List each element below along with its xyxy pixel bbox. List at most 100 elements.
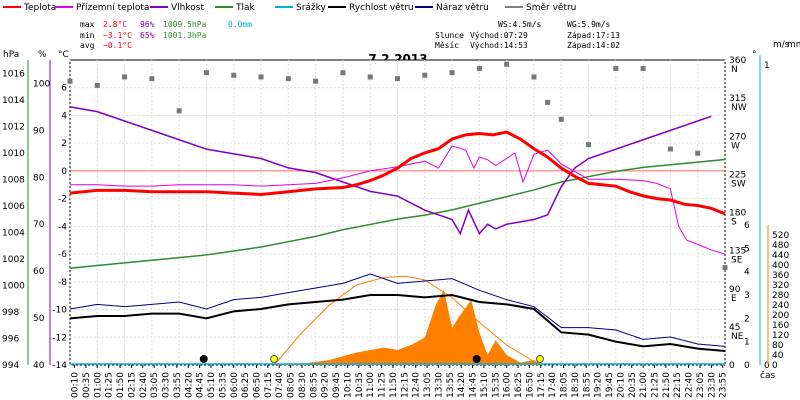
radiation-tick-label: 40	[772, 351, 784, 361]
axis-header-time: čas	[760, 370, 775, 381]
wind-dir-tick-label: 270	[729, 132, 746, 142]
stat-max-press: 1009.5hPa	[163, 20, 207, 29]
series-radiation	[274, 290, 543, 365]
radiation-tick-label: 0	[772, 361, 778, 371]
x-tick-label: 18:30	[571, 372, 581, 398]
humidity-tick-label: 70	[33, 220, 45, 230]
stat-max-temp: 2.8°C	[103, 20, 127, 29]
x-tick-label: 13:30	[434, 372, 444, 398]
wind-speed-tick-label: 6	[744, 221, 750, 231]
wind-speed-tick-label: 5	[744, 244, 750, 254]
temp-tick-label: -14	[52, 361, 67, 371]
wind-dir-point	[231, 72, 237, 78]
axis-header-deg: °	[752, 50, 757, 60]
series-wind-gust	[69, 273, 726, 347]
rain-tick-label: 0	[764, 361, 770, 371]
temp-tick-label: 4	[61, 111, 67, 121]
wind-dir-point	[67, 78, 73, 84]
wind-dir-point	[313, 78, 319, 84]
legend-label: Rychlost větru	[349, 3, 414, 13]
wind-speed-tick-label: 4	[744, 268, 750, 278]
x-tick-label: 01:00	[93, 372, 103, 398]
wind-dir-point	[94, 82, 100, 88]
wind-dir-tick-label: 180	[729, 209, 746, 219]
moon-set: Západ:14:02	[567, 41, 620, 50]
radiation-tick-label: 200	[772, 311, 789, 321]
stat-max-hum: 96%	[140, 20, 155, 29]
temp-tick-label: 2	[61, 139, 67, 149]
x-tick-label: 02:15	[127, 372, 137, 398]
x-tick-label: 11:50	[389, 372, 399, 398]
legend-bar-background	[0, 0, 800, 15]
radiation-tick-label: 320	[772, 281, 789, 291]
x-tick-label: 13:55	[446, 372, 456, 398]
legend-label: Tlak	[235, 3, 256, 13]
wind-dir-tick-label: 315	[729, 94, 746, 104]
stat-avg-temp: −0.1°C	[103, 41, 132, 50]
pressure-tick-label: 1004	[2, 228, 25, 238]
wind-speed-tick-label: 3	[744, 291, 750, 301]
x-tick-label: 12:15	[400, 372, 410, 398]
wind-dir-tick-label: 225	[729, 170, 746, 180]
stat-min-temp: −3.1°C	[103, 31, 132, 40]
radiation-tick-label: 400	[772, 261, 789, 271]
x-tick-label: 14:45	[469, 372, 479, 398]
x-tick-label: 18:55	[582, 372, 592, 398]
x-tick-label: 13:05	[423, 372, 433, 398]
humidity-tick-label: 40	[33, 361, 45, 371]
pressure-tick-label: 996	[2, 334, 19, 344]
x-tick-label: 08:55	[309, 372, 319, 398]
humidity-tick-label: 80	[33, 173, 45, 183]
wind-dir-compass-label: N	[731, 65, 738, 75]
x-tick-label: 06:25	[241, 372, 251, 398]
radiation-tick-label: 520	[772, 231, 789, 241]
wind-dir-tick-label: 0	[729, 361, 735, 371]
x-tick-label: 19:20	[594, 372, 604, 398]
x-tick-label: 18:05	[560, 372, 570, 398]
pressure-tick-label: 998	[2, 308, 19, 318]
stat-min-label: min	[80, 31, 95, 40]
wind-dir-point	[640, 65, 646, 71]
x-tick-label: 23:05	[696, 372, 706, 398]
wind-dir-compass-label: S	[731, 218, 737, 228]
x-tick-label: 23:55	[719, 372, 729, 398]
pressure-tick-label: 1012	[2, 122, 25, 132]
x-tick-label: 04:45	[196, 372, 206, 398]
wind-dir-compass-label: SE	[731, 256, 743, 266]
temp-tick-label: 6	[61, 84, 67, 94]
wind-dir-tick-label: 135	[729, 247, 746, 257]
moon-rise: Východ:14:53	[470, 41, 528, 50]
x-tick-label: 16:00	[503, 372, 513, 398]
temp-tick-label: -4	[58, 222, 67, 232]
x-tick-label: 03:30	[162, 372, 172, 398]
radiation-tick-label: 120	[772, 331, 789, 341]
legend-label: Směr větru	[526, 3, 576, 13]
axes: 9949969981000100210041006100810101012101…	[2, 55, 789, 371]
x-tick-label: 17:40	[548, 372, 558, 398]
wind-dir-compass-label: W	[731, 141, 740, 151]
pressure-tick-label: 994	[2, 361, 19, 371]
sun-event-marker	[535, 355, 544, 363]
x-tick-label: 21:50	[662, 372, 672, 398]
wind-speed-info: WS:4.5m/s	[498, 20, 542, 29]
legend: Teplota Přízemní teplota Vlhkost Tlak Srážky…	[3, 3, 576, 13]
wind-dir-point	[558, 116, 564, 122]
wind-dir-point	[395, 76, 400, 82]
pressure-tick-label: 1000	[2, 281, 25, 291]
pressure-tick-label: 1008	[2, 175, 25, 185]
x-tick-label: 17:15	[537, 372, 547, 398]
moon-event-marker	[199, 355, 208, 363]
plot-area	[67, 61, 728, 366]
x-tick-label: 20:35	[628, 372, 638, 398]
stat-min-press: 1001.3hPa	[163, 31, 207, 40]
wind-dir-point	[203, 70, 209, 76]
series-wind-speed	[69, 293, 726, 352]
radiation-tick-label: 480	[772, 241, 789, 251]
radiation-tick-label: 280	[772, 291, 789, 301]
wind-dir-point	[340, 70, 346, 76]
x-tick-label: 12:40	[412, 372, 422, 398]
x-tick-label: 11:00	[366, 372, 376, 398]
sun-event-marker	[270, 355, 279, 363]
legend-label: Přízemní teplota	[76, 3, 149, 13]
